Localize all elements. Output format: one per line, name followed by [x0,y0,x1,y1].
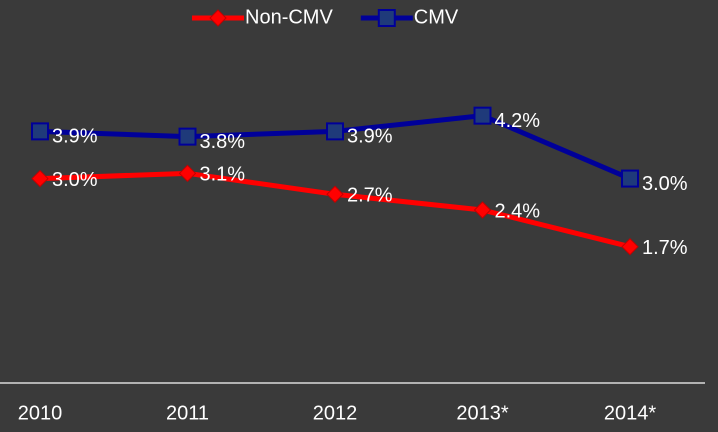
data-label: 1.7% [642,237,688,259]
data-label: 3.0% [52,169,98,191]
legend-label: Non-CMV [245,6,333,28]
data-label: 2.7% [347,185,393,207]
x-tick-label: 2010 [18,402,63,424]
data-label: 3.1% [200,164,246,186]
marker [209,9,227,27]
data-label: 3.8% [200,131,246,153]
marker [377,9,396,27]
marker [326,185,344,203]
marker [473,201,492,219]
data-label: 3.9% [347,126,393,148]
marker [31,169,49,188]
data-label: 3.9% [52,126,98,148]
marker [473,106,492,125]
x-tick-label: 2011 [166,402,209,424]
x-tick-label: 2014* [604,402,656,424]
marker [31,122,49,141]
marker [621,169,639,188]
data-label: 3.0% [642,173,688,195]
x-tick-label: 2013* [456,402,508,424]
marker [326,122,344,141]
marker [178,127,197,146]
x-tick-label: 2012 [313,402,358,424]
data-label: 4.2% [495,110,541,132]
marker [178,164,197,183]
marker [621,238,639,256]
legend-label: CMV [414,6,459,28]
data-label: 2.4% [495,200,541,222]
